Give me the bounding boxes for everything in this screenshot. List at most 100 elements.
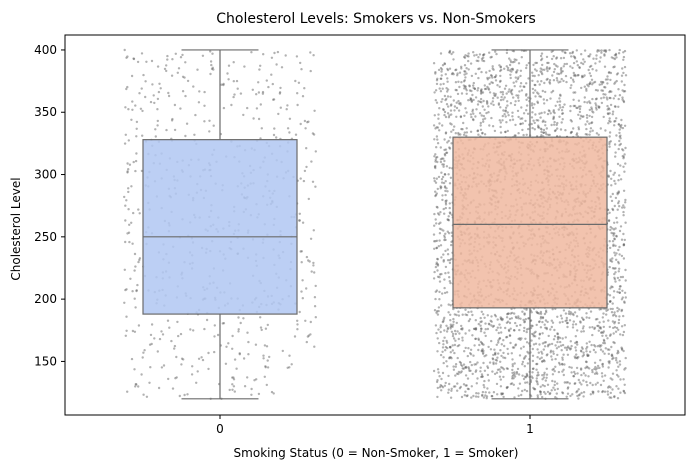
jitter-point	[575, 315, 579, 318]
jitter-point	[600, 97, 603, 100]
jitter-point	[573, 382, 576, 385]
jitter-point	[605, 96, 608, 99]
jitter-point	[201, 54, 205, 57]
jitter-point	[576, 394, 579, 398]
jitter-point	[464, 332, 467, 335]
jitter-point	[575, 341, 579, 344]
jitter-point	[453, 343, 457, 347]
jitter-point	[448, 50, 451, 54]
jitter-point	[609, 225, 612, 229]
jitter-point	[483, 369, 487, 372]
jitter-point	[591, 390, 594, 393]
jitter-point	[127, 139, 130, 142]
jitter-point	[156, 350, 159, 353]
jitter-point	[446, 77, 449, 80]
jitter-point	[544, 309, 548, 312]
jitter-point	[154, 135, 157, 138]
jitter-point	[548, 133, 551, 137]
jitter-point	[607, 319, 610, 322]
jitter-point	[542, 359, 546, 362]
jitter-point	[443, 62, 446, 65]
jitter-point	[553, 111, 556, 115]
jitter-point	[618, 308, 621, 311]
jitter-point	[562, 368, 565, 371]
jitter-point	[538, 357, 542, 360]
boxes-layer	[142, 49, 608, 400]
jitter-point	[546, 383, 550, 386]
jitter-point	[574, 73, 577, 77]
jitter-point	[609, 386, 612, 389]
jitter-point	[166, 58, 169, 61]
jitter-point	[132, 160, 135, 164]
jitter-point	[434, 240, 437, 243]
jitter-point	[435, 246, 438, 250]
jitter-point	[203, 90, 206, 94]
jitter-point	[613, 278, 617, 281]
jitter-point	[541, 120, 544, 124]
jitter-point	[492, 362, 495, 366]
jitter-point	[436, 258, 439, 261]
jitter-point	[200, 356, 203, 359]
jitter-point	[448, 280, 451, 283]
jitter-point	[499, 91, 502, 94]
jitter-point	[575, 366, 579, 370]
jitter-point	[524, 318, 527, 321]
jitter-point	[543, 384, 546, 388]
jitter-point	[472, 118, 475, 122]
jitter-point	[538, 337, 541, 340]
jitter-point	[539, 95, 543, 99]
jitter-point	[610, 90, 613, 93]
jitter-point	[586, 354, 589, 358]
jitter-point	[601, 375, 604, 378]
jitter-point	[238, 353, 241, 356]
jitter-point	[452, 58, 455, 61]
y-tick-label: 250	[34, 230, 57, 244]
jitter-point	[506, 129, 509, 133]
jitter-point	[622, 243, 626, 247]
jitter-point	[595, 132, 599, 135]
jitter-point	[615, 252, 618, 255]
jitter-point	[512, 374, 515, 377]
jitter-point	[531, 359, 535, 363]
jitter-point	[495, 52, 498, 56]
jitter-point	[556, 382, 559, 385]
jitter-point	[467, 68, 470, 71]
jitter-point	[490, 116, 493, 120]
jitter-point	[580, 350, 583, 353]
jitter-point	[574, 346, 577, 349]
jitter-point	[130, 74, 134, 78]
jitter-point	[464, 107, 467, 110]
jitter-point	[602, 115, 605, 119]
jitter-point	[543, 111, 546, 114]
jitter-point	[456, 74, 459, 77]
jitter-point	[623, 83, 626, 87]
jitter-point	[590, 108, 594, 111]
jitter-point	[569, 394, 572, 398]
jitter-point	[486, 102, 489, 105]
jitter-point	[481, 352, 485, 355]
jitter-point	[519, 117, 522, 120]
jitter-point	[572, 71, 575, 75]
jitter-point	[443, 62, 447, 66]
jitter-point	[611, 192, 614, 196]
jitter-point	[124, 288, 127, 292]
jitter-point	[464, 346, 467, 350]
jitter-point	[611, 285, 614, 289]
jitter-point	[541, 395, 544, 399]
jitter-point	[519, 69, 523, 73]
jitter-point	[622, 390, 626, 393]
jitter-point	[123, 301, 126, 304]
jitter-point	[469, 369, 472, 372]
jitter-point	[621, 333, 625, 337]
jitter-point	[603, 339, 606, 343]
jitter-point	[479, 370, 482, 373]
jitter-point	[438, 290, 441, 294]
jitter-point	[491, 67, 494, 70]
jitter-point	[490, 320, 493, 323]
jitter-point	[623, 238, 626, 242]
jitter-point	[436, 138, 439, 141]
jitter-point	[435, 331, 438, 335]
jitter-point	[452, 368, 456, 371]
jitter-point	[474, 395, 478, 398]
jitter-point	[506, 68, 510, 72]
